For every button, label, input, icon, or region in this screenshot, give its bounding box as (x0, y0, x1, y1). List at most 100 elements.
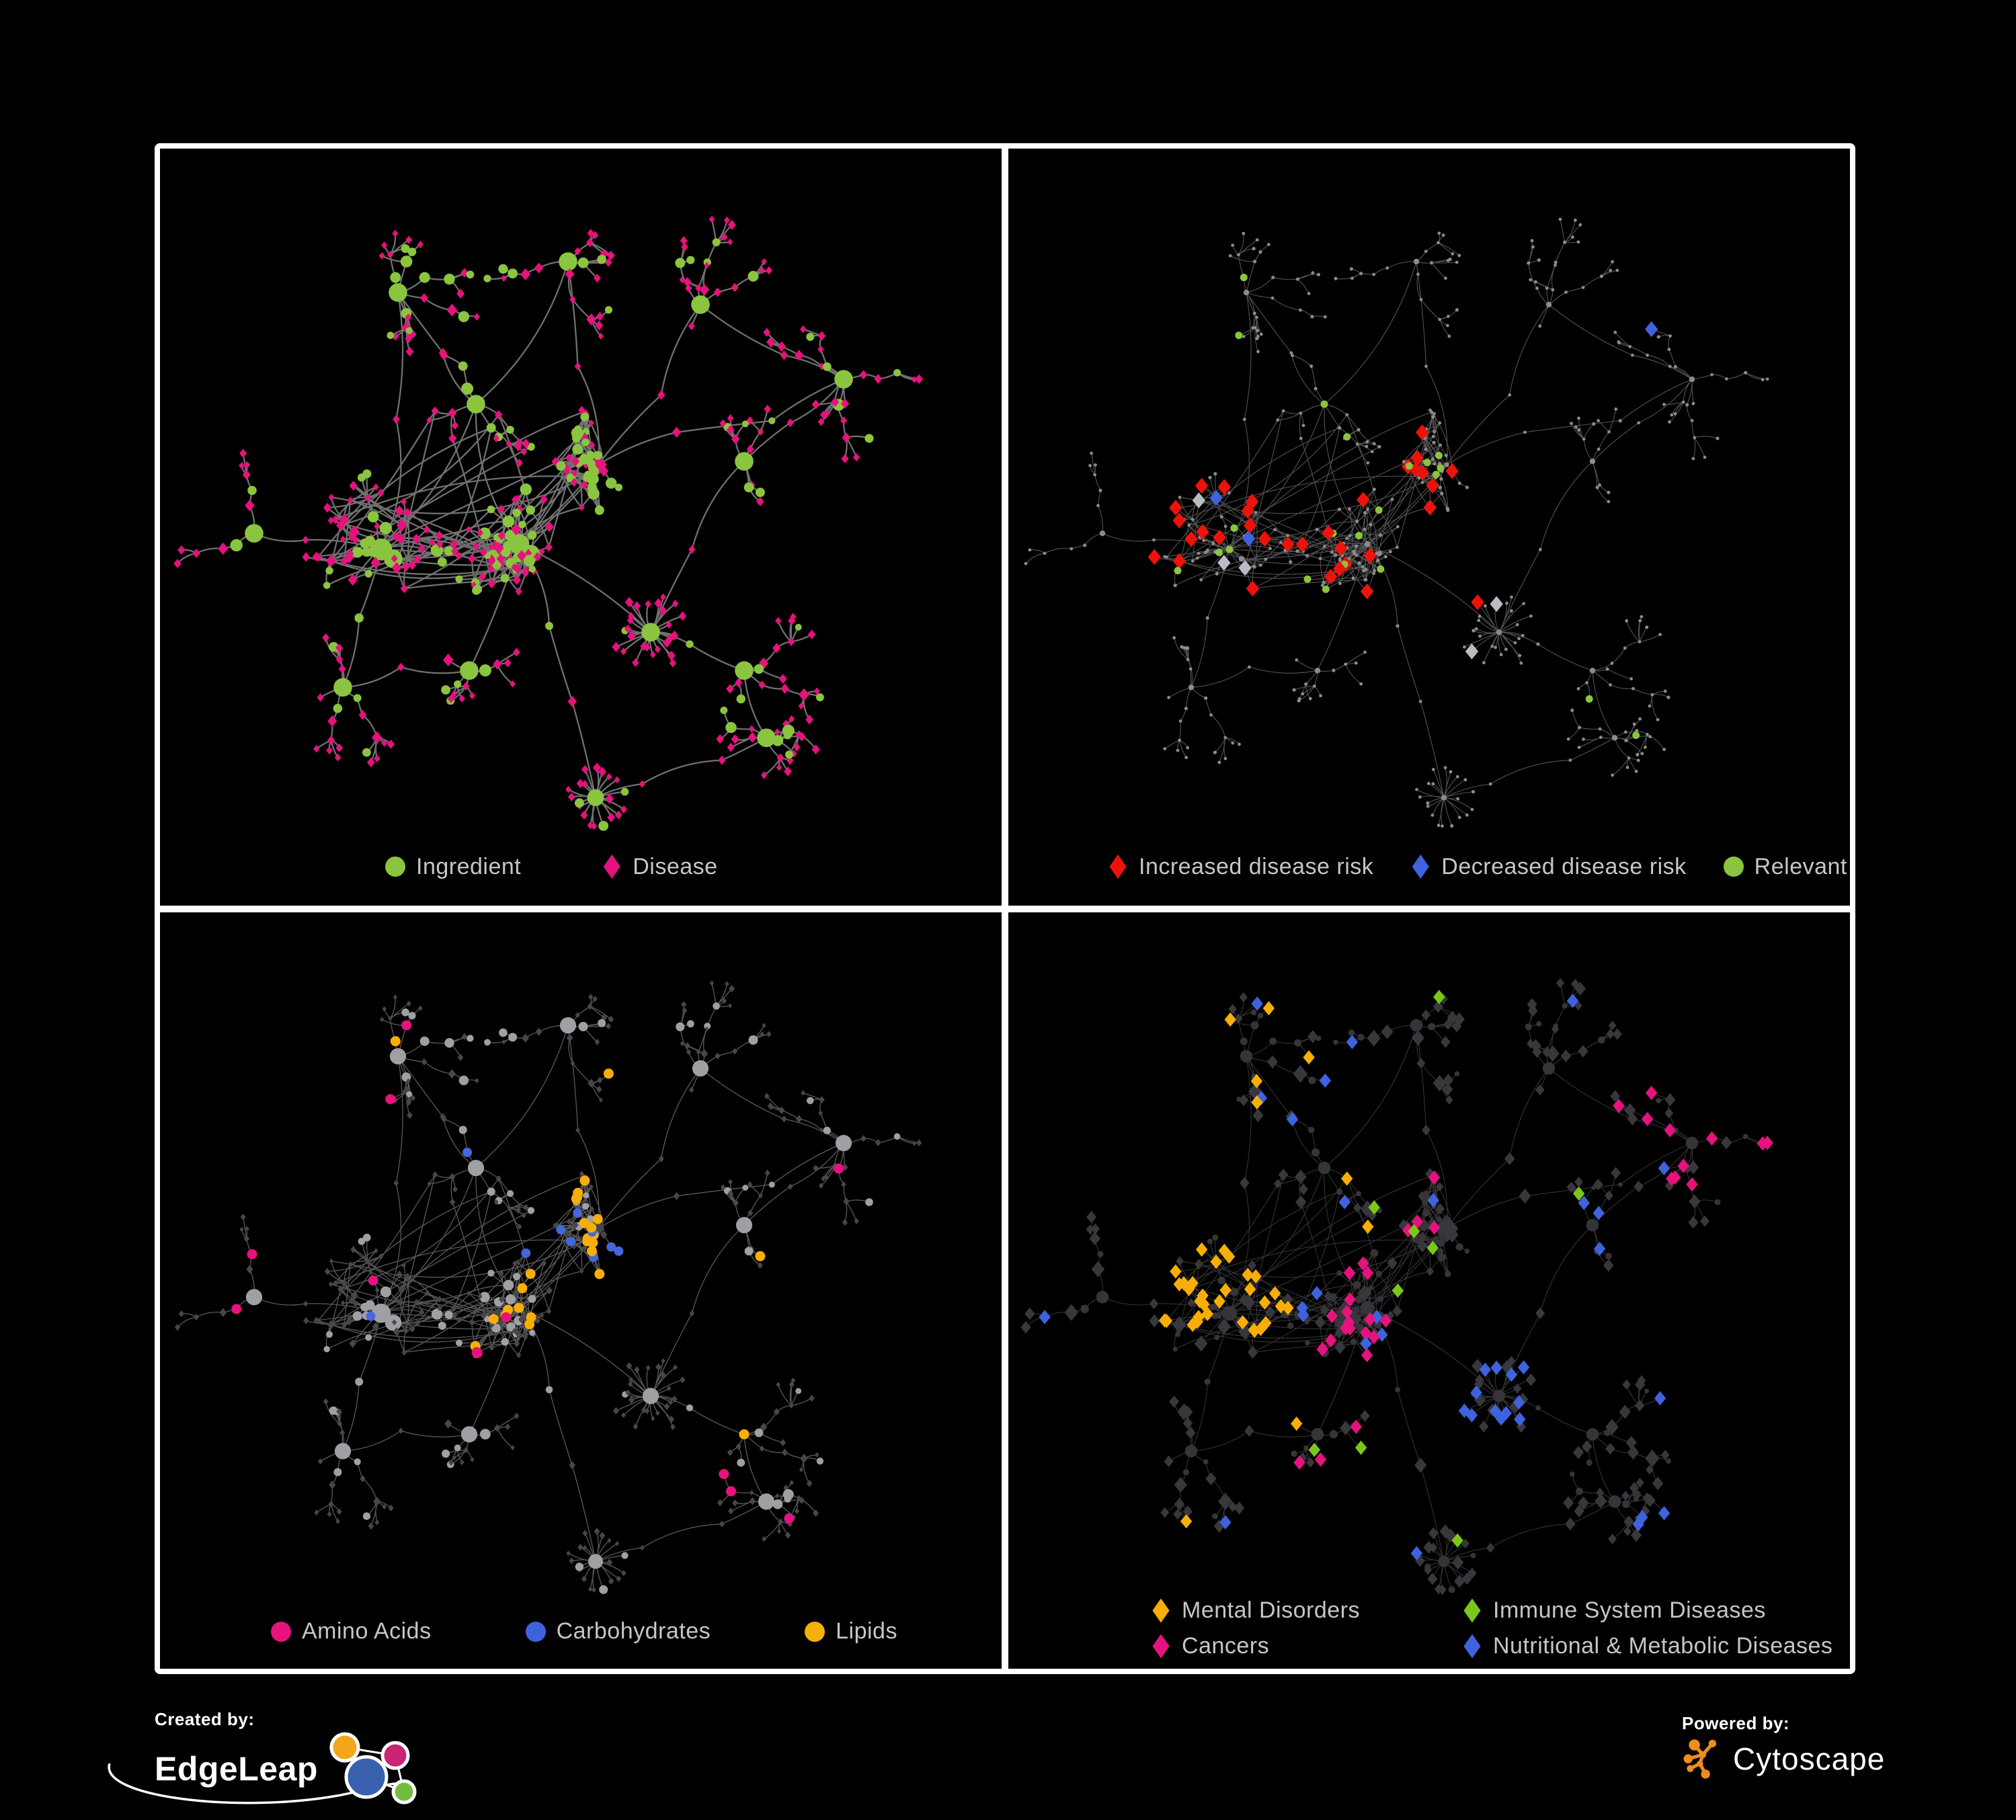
node-disease (1282, 1292, 1293, 1306)
node-disease (840, 398, 850, 409)
node-ingredient (358, 1237, 366, 1245)
edge (1341, 551, 1366, 580)
node-disease (1430, 814, 1435, 817)
node-disease (489, 1343, 495, 1351)
node-ingredient (1430, 457, 1435, 461)
edge (1647, 354, 1670, 367)
edge (799, 1118, 822, 1130)
node-disease (565, 268, 575, 280)
node-disease (1585, 681, 1588, 684)
node-disease (1436, 1181, 1444, 1191)
node-disease (493, 659, 502, 670)
edge (1583, 424, 1595, 440)
node-disease (1361, 1265, 1374, 1280)
legend-item: Immune System Diseases (1462, 1597, 1832, 1624)
node-ingredient (528, 1294, 536, 1303)
node-ingredient (419, 272, 430, 283)
node-disease (1426, 477, 1439, 494)
node-ingredient (1211, 1312, 1219, 1319)
node-disease (1634, 1399, 1645, 1411)
edge (453, 1191, 492, 1308)
node-disease (1344, 662, 1348, 666)
node-disease (1554, 264, 1557, 267)
node-ingredient (1096, 1290, 1109, 1304)
node-disease (1504, 1152, 1515, 1165)
node-disease (338, 664, 346, 674)
node-ingredient (506, 1189, 514, 1197)
node-disease (599, 1532, 606, 1539)
node-disease (1607, 500, 1611, 504)
node-disease (1402, 1222, 1414, 1238)
edge (1726, 372, 1746, 380)
node-disease (1396, 525, 1400, 528)
node-ingredient (462, 1147, 473, 1157)
node-disease (817, 418, 825, 426)
node-disease (1613, 1098, 1625, 1113)
node-disease (1529, 614, 1533, 618)
edge (1539, 461, 1593, 550)
node-ingredient (1343, 433, 1351, 441)
node-disease (596, 311, 604, 321)
node-ingredient (473, 584, 483, 594)
node-disease (1192, 492, 1205, 509)
edge (1358, 429, 1375, 444)
edge (417, 532, 485, 560)
node-disease (1578, 1195, 1590, 1210)
node-disease (1428, 1542, 1438, 1552)
nodes-layer (1020, 978, 1773, 1595)
node-ingredient (864, 434, 874, 443)
node-disease (1210, 1254, 1222, 1269)
edge (1498, 631, 1521, 656)
edge (1638, 379, 1693, 424)
node-disease (579, 1268, 584, 1274)
node-disease (1428, 1220, 1441, 1235)
node-disease (520, 447, 528, 456)
node-disease (417, 543, 426, 553)
node-ingredient (574, 798, 584, 808)
edge (1446, 1195, 1525, 1229)
node-ingredient (390, 1035, 401, 1046)
node-disease (1560, 1049, 1572, 1062)
node-ingredient (1345, 536, 1349, 540)
node-disease (1530, 1038, 1541, 1052)
node-disease (1355, 553, 1359, 557)
node-disease (607, 812, 615, 822)
node-ingredient (621, 1552, 629, 1559)
node-disease (1668, 420, 1671, 424)
node-disease (1180, 1513, 1193, 1528)
node-disease (1363, 547, 1377, 564)
edge (1300, 1201, 1340, 1347)
node-disease (689, 1310, 695, 1316)
node-disease (601, 1013, 608, 1021)
legend-item: Mental Disorders (1151, 1597, 1462, 1624)
node-disease (1305, 554, 1309, 557)
node-disease (405, 1099, 411, 1106)
node-ingredient (1252, 311, 1256, 315)
node-disease (365, 1258, 370, 1265)
node-disease (569, 1557, 575, 1564)
edge (1346, 414, 1359, 430)
node-disease (1312, 684, 1316, 688)
node-ingredient (484, 1038, 491, 1045)
node-ingredient (606, 477, 617, 489)
node-disease (757, 1261, 763, 1269)
node-disease (331, 515, 339, 524)
edge (743, 1433, 767, 1502)
node-disease (1323, 315, 1327, 319)
node-ingredient (1304, 682, 1308, 686)
node-disease (1630, 1528, 1642, 1542)
node-ingredient (1377, 565, 1385, 573)
node-disease (814, 1452, 819, 1458)
edge (1199, 1263, 1250, 1290)
edge (1598, 431, 1609, 450)
edge (331, 1283, 526, 1338)
node-ingredient (520, 483, 532, 496)
edge (661, 1068, 701, 1159)
node-disease (327, 516, 334, 524)
node-disease (366, 757, 375, 768)
node-ingredient (1437, 1248, 1444, 1255)
edge (1232, 245, 1239, 255)
node-ingredient (1211, 541, 1215, 545)
node-ingredient (1355, 544, 1359, 548)
